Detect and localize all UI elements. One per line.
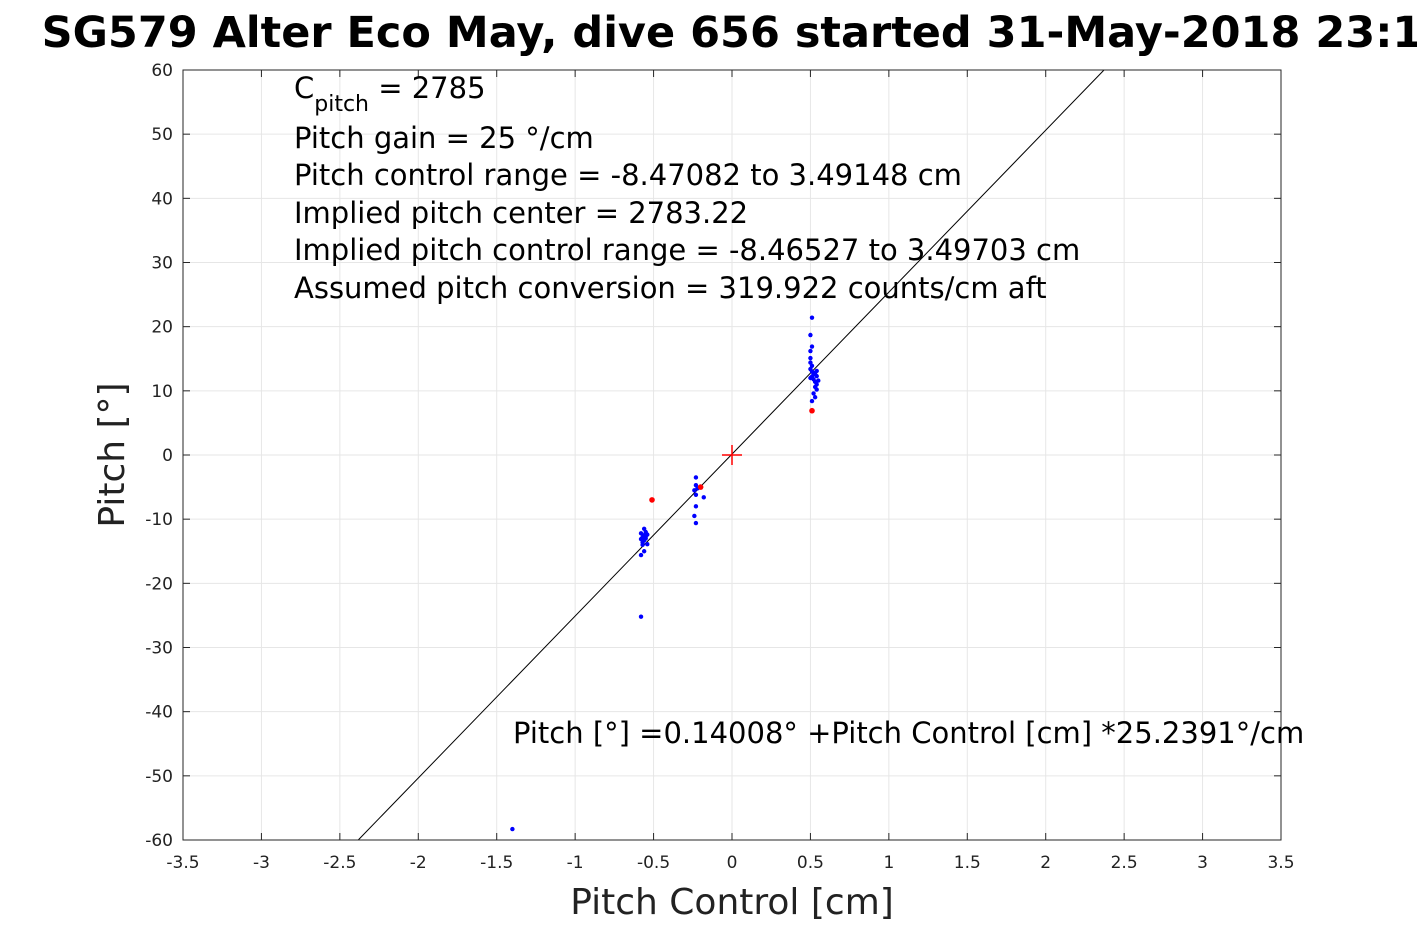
data-points (510, 315, 821, 832)
x-tick-label: -0.5 (637, 853, 670, 873)
blue-data-point (641, 549, 647, 554)
y-tick-label: -40 (145, 703, 173, 723)
blue-data-point (693, 504, 699, 509)
blue-data-point (809, 315, 815, 320)
y-tick-label: 50 (151, 125, 173, 145)
blue-data-point (692, 513, 697, 519)
cpitch-annotation: Cpitch = 2785 (294, 71, 486, 117)
y-tick-label: -60 (145, 831, 173, 851)
y-tick-label: 40 (151, 189, 173, 209)
x-axis-label: Pitch Control [cm] (570, 882, 894, 923)
blue-data-point (808, 355, 813, 361)
x-tick-label: 2 (1040, 853, 1051, 873)
axis-ticks (182, 69, 1282, 841)
x-tick-label: 3.5 (1267, 853, 1294, 873)
cpitch-subscript: pitch (314, 92, 369, 117)
blue-data-point (693, 475, 699, 480)
blue-data-point (811, 391, 816, 396)
blue-data-point (645, 541, 650, 547)
pitch-conversion-annotation: Assumed pitch conversion = 319.922 count… (294, 271, 1047, 305)
blue-data-point (638, 536, 644, 542)
x-tick-labels: -3.5 -3 -2.5 -2 -1.5 -1 -0.5 0 0.5 1 1.5 2 2.5 3 3.5 (166, 853, 1294, 873)
center-marker-layer (722, 445, 742, 465)
cpitch-symbol: C (294, 71, 314, 105)
red-data-point (649, 497, 655, 503)
pitch-gain-annotation: Pitch gain = 25 °/cm (294, 121, 594, 155)
blue-data-point (809, 398, 815, 404)
x-tick-label: -2 (410, 853, 427, 873)
x-tick-label: -2.5 (323, 853, 356, 873)
blue-data-point (816, 378, 821, 383)
cpitch-value: = 2785 (369, 71, 486, 105)
blue-data-point (808, 348, 813, 354)
x-tick-label: 1 (883, 853, 894, 873)
y-tick-label: 60 (151, 61, 173, 81)
red-data-point (809, 407, 815, 414)
y-axis-label: Pitch [°] (92, 382, 133, 527)
blue-data-point (693, 520, 699, 526)
implied-pitch-range-annotation: Implied pitch control range = -8.46527 t… (294, 233, 1080, 267)
blue-data-point (814, 368, 819, 374)
x-tick-label: 2.5 (1111, 853, 1138, 873)
y-tick-label: 10 (151, 382, 173, 402)
blue-data-point (812, 395, 818, 400)
x-tick-label: 3 (1197, 853, 1208, 873)
blue-data-point (693, 492, 699, 497)
y-tick-labels: -60 -50 -40 -30 -20 -10 0 10 20 30 40 50 60 (145, 61, 173, 851)
blue-data-point (510, 826, 515, 832)
y-tick-label: 20 (151, 318, 173, 338)
blue-data-point (692, 488, 697, 493)
blue-data-point (645, 532, 650, 537)
x-tick-label: -3.5 (166, 853, 199, 873)
pitch-control-range-annotation: Pitch control range = -8.47082 to 3.4914… (294, 158, 962, 192)
y-tick-label: -50 (145, 767, 173, 787)
y-tick-label: 0 (162, 446, 173, 466)
blue-data-point (640, 542, 645, 548)
blue-data-point (638, 552, 644, 558)
x-tick-label: 0.5 (797, 853, 824, 873)
fit-equation-annotation: Pitch [°] =0.14008° +Pitch Control [cm] … (513, 716, 1304, 750)
chart-title: SG579 Alter Eco May, dive 656 started 31… (42, 8, 1417, 58)
y-tick-label: 30 (151, 254, 173, 274)
x-tick-label: -1.5 (480, 853, 513, 873)
x-tick-label: 0 (727, 853, 738, 873)
blue-data-point (808, 332, 813, 338)
red-data-point (697, 484, 704, 490)
x-tick-label: -1 (567, 853, 584, 873)
blue-data-point (814, 387, 819, 392)
y-tick-label: -20 (145, 574, 173, 594)
blue-data-point (701, 495, 706, 500)
blue-data-point (814, 373, 819, 379)
y-tick-label: -30 (145, 639, 173, 659)
blue-data-point (809, 344, 815, 349)
blue-data-point (638, 614, 644, 619)
y-tick-label: -10 (145, 510, 173, 530)
x-tick-label: 1.5 (954, 853, 981, 873)
x-tick-label: -3 (253, 853, 270, 873)
implied-pitch-center-annotation: Implied pitch center = 2783.22 (294, 196, 748, 230)
blue-data-point (638, 531, 644, 536)
